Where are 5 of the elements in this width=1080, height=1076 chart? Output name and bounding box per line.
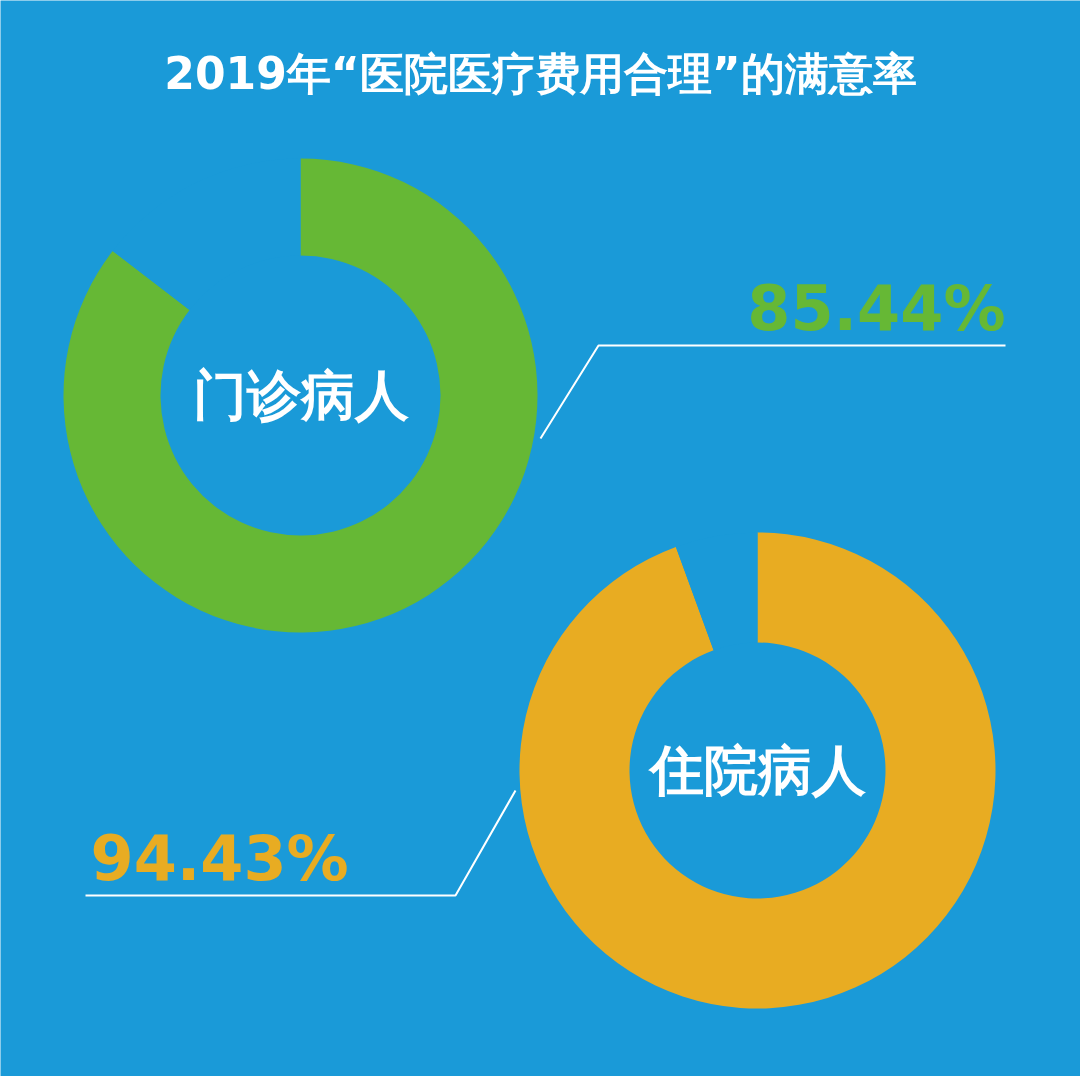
chart-title: 2019年“医院医疗费用合理”的满意率	[164, 48, 917, 99]
slice-label: 住院病人	[647, 739, 866, 802]
slice-label: 门诊病人	[192, 364, 409, 427]
data-label: 94.43%	[90, 822, 349, 895]
data-label: 85.44%	[747, 272, 1006, 345]
